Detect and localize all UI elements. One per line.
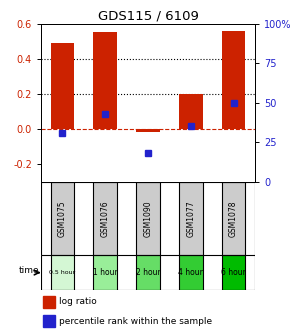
Bar [93,255,117,290]
Text: percentile rank within the sample: percentile rank within the sample [59,317,212,326]
Bar [179,182,202,255]
Text: log ratio: log ratio [59,297,97,306]
Text: GSM1090: GSM1090 [144,200,152,237]
Bar [222,182,245,255]
Bar [136,255,160,290]
Text: 6 hour: 6 hour [221,268,246,277]
Title: GDS115 / 6109: GDS115 / 6109 [98,9,198,23]
Text: time: time [18,266,39,276]
Text: GSM1077: GSM1077 [186,200,195,237]
Bar [222,255,245,290]
Bar [93,182,117,255]
Text: 0.5 hour: 0.5 hour [49,270,76,275]
Bar [136,129,160,132]
Text: 4 hour: 4 hour [178,268,203,277]
Bar [51,182,74,255]
Bar [136,182,160,255]
Bar [179,94,202,129]
Bar [43,296,55,307]
Bar [93,32,117,129]
Text: 2 hour: 2 hour [136,268,160,277]
Bar [51,43,74,129]
Bar [51,255,74,290]
Bar [179,255,202,290]
Text: GSM1076: GSM1076 [101,200,110,237]
Bar [222,31,245,129]
Text: 1 hour: 1 hour [93,268,117,277]
Text: GSM1075: GSM1075 [58,200,67,237]
Bar [43,316,55,327]
Text: GSM1078: GSM1078 [229,200,238,237]
